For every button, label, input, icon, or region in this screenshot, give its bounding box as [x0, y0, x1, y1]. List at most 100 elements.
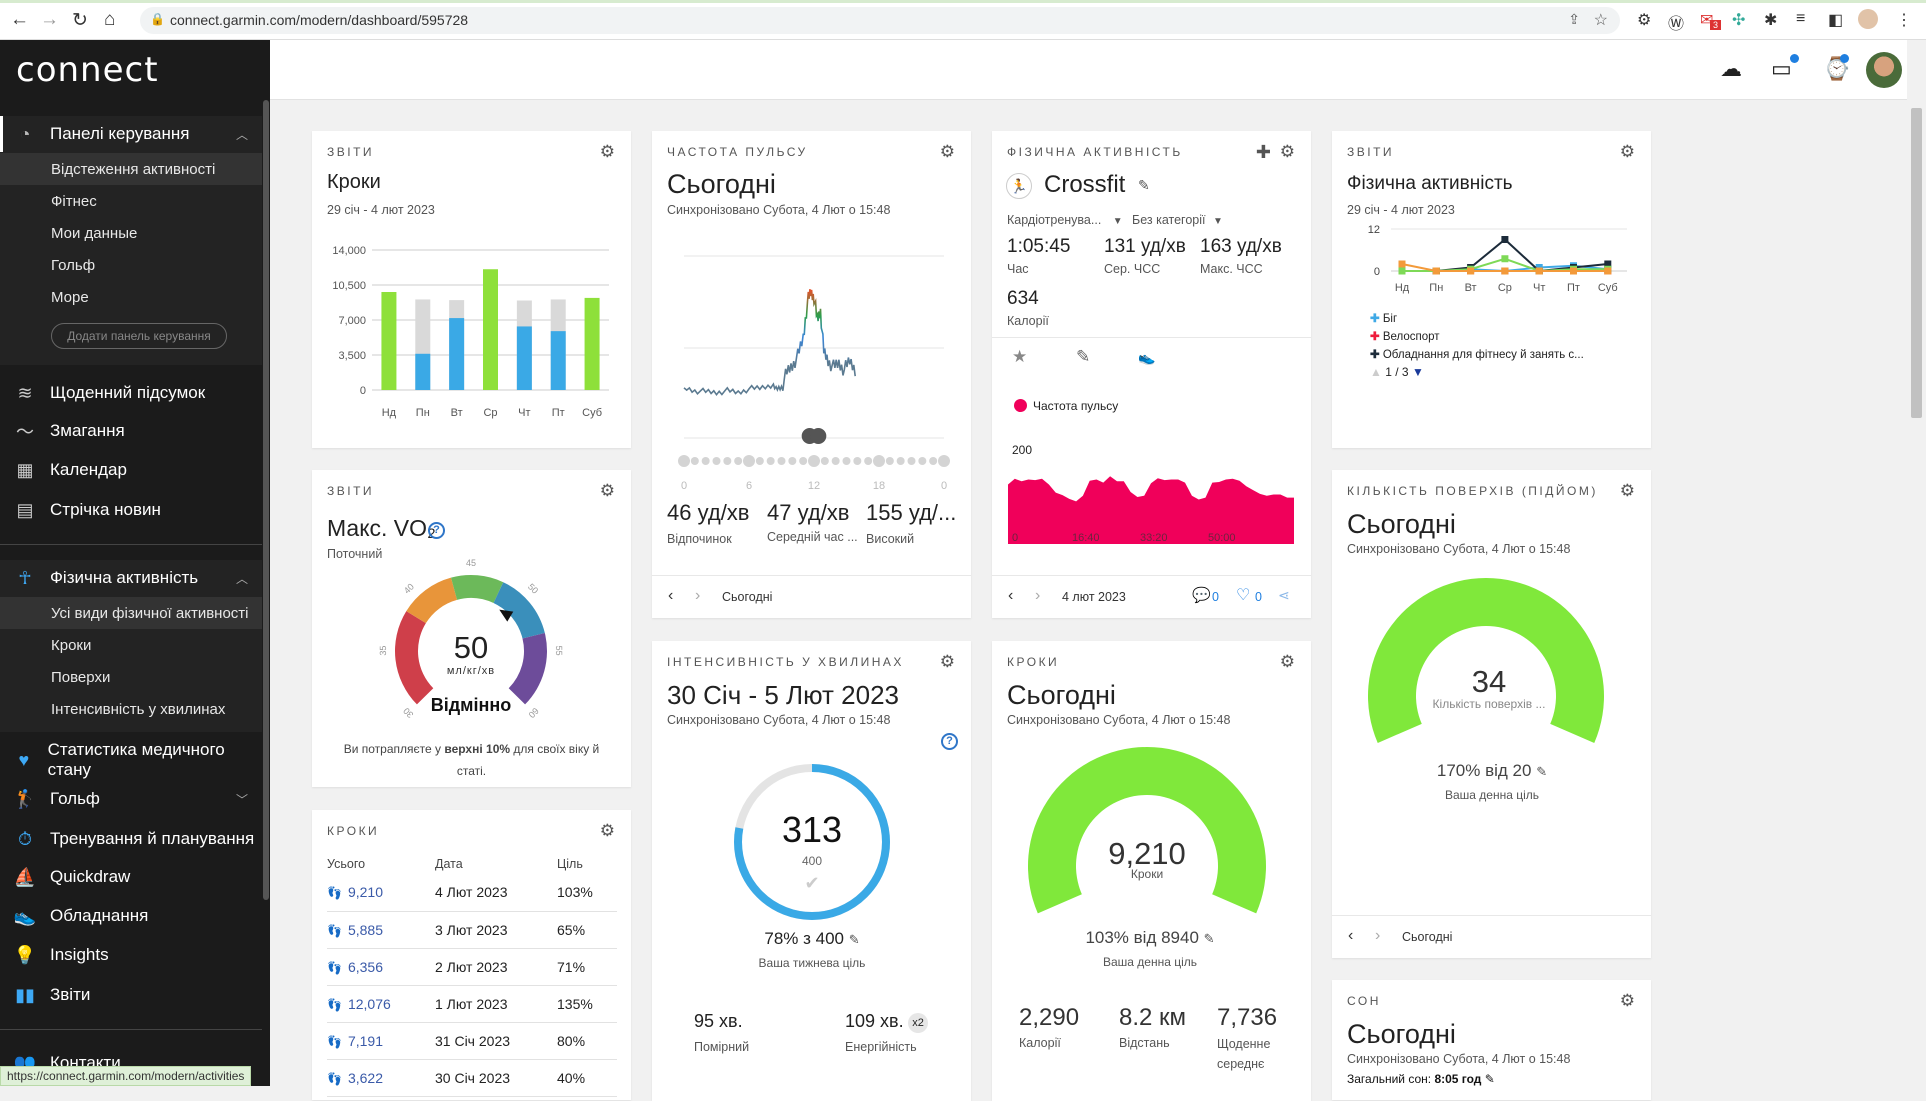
sidebar-item-reports[interactable]: ▮▮ Звіти: [0, 977, 262, 1013]
star-icon[interactable]: ★: [1012, 347, 1028, 366]
connect-logo[interactable]: connect: [16, 50, 159, 90]
gear-icon[interactable]: ⚙: [599, 821, 615, 840]
sidebar-sub-sea[interactable]: Море: [51, 288, 89, 306]
sidebar-item-gear[interactable]: 👟 Обладнання: [0, 898, 262, 934]
legend-item[interactable]: ✚ Біг: [1370, 311, 1584, 329]
legend-item[interactable]: ✚ Велоспорт: [1370, 329, 1584, 347]
gear-icon[interactable]: ⚙: [939, 652, 955, 671]
address-bar[interactable]: 🔒 connect.garmin.com/modern/dashboard/59…: [140, 7, 1620, 34]
chevron-down-icon[interactable]: ﹀: [235, 792, 248, 807]
card-title[interactable]: Сьогодні: [1347, 1019, 1456, 1049]
sidebar-item-activities[interactable]: ☥ Фізична активність ︿: [0, 560, 262, 596]
floors-goal-text[interactable]: 170% від 20 ✎: [1437, 761, 1547, 781]
gear-icon[interactable]: ⚙: [1279, 652, 1295, 671]
sidebar-sub-fitness[interactable]: Фітнес: [51, 192, 97, 210]
edit-pencil-icon[interactable]: ✎: [848, 932, 860, 947]
cloud-upload-icon[interactable]: ☁: [1720, 56, 1742, 81]
share-icon[interactable]: ⇪: [1568, 11, 1580, 27]
gear-icon[interactable]: ⚙: [599, 142, 615, 161]
profile-avatar[interactable]: [1858, 9, 1878, 29]
card-title[interactable]: Сьогодні: [1347, 509, 1456, 539]
activity-category-dropdown[interactable]: Без категорії ▼: [1132, 213, 1223, 227]
gear-icon[interactable]: ⚙: [1619, 142, 1635, 161]
next-arrow-icon[interactable]: ›: [695, 587, 701, 604]
card-title[interactable]: Фізична активність: [1347, 173, 1513, 194]
sidebar-sub-all-activities[interactable]: Усі види фізичної активності: [0, 597, 262, 629]
forward-icon[interactable]: →: [40, 9, 59, 30]
media-list-icon[interactable]: ≡: [1796, 10, 1806, 27]
legend-pager[interactable]: ▲ 1 / 3 ▼: [1370, 365, 1424, 379]
pager-down-icon[interactable]: ▼: [1411, 365, 1424, 379]
inbox-icon[interactable]: ▭: [1771, 56, 1792, 81]
sidebar-sub-golf[interactable]: Гольф: [51, 256, 96, 274]
activity-type-dropdown[interactable]: Кардіотренува... ▼: [1007, 213, 1123, 227]
edit-pencil-icon[interactable]: ✎: [1484, 1072, 1495, 1086]
gear-icon[interactable]: ⚙: [1619, 481, 1635, 500]
steps-link[interactable]: 7,191: [347, 1032, 383, 1049]
total-sleep[interactable]: Загальний сон: 8:05 год ✎: [1347, 1072, 1495, 1086]
puzzle-extensions-icon[interactable]: ✱: [1764, 12, 1778, 29]
activity-name[interactable]: Crossfit: [1044, 171, 1126, 198]
share-icon[interactable]: ⋖: [1278, 587, 1290, 603]
table-row[interactable]: 👣 7,191 31 Січ 2023 80%: [327, 1022, 617, 1060]
sidebar-sub-my-data[interactable]: Мои данные: [51, 224, 138, 242]
sidebar-item-calendar[interactable]: ▦ Календар: [0, 452, 262, 488]
colorful-extension-icon[interactable]: ✣: [1732, 12, 1746, 29]
sidebar-item-insights[interactable]: 💡 Insights: [0, 937, 262, 973]
sidebar-item-quickdraw[interactable]: ⛵ Quickdraw: [0, 859, 262, 895]
card-title[interactable]: Кроки: [327, 171, 381, 193]
sidebar-item-daily-summary[interactable]: ≋ Щоденний підсумок: [0, 375, 262, 411]
edit-pencil-icon[interactable]: ✎: [1536, 764, 1548, 779]
table-row[interactable]: 👣 12,076 1 Лют 2023 135%: [327, 985, 617, 1023]
page-scrollbar[interactable]: [1907, 100, 1926, 1086]
sidebar-item-training[interactable]: ⏱ Тренування й планування: [0, 821, 262, 857]
add-plus-icon[interactable]: ✚: [1255, 142, 1271, 162]
sidebar-sub-activity-tracking[interactable]: Відстеження активності: [0, 153, 262, 185]
legend-item[interactable]: ✚ Обладнання для фітнесу й занять с...: [1370, 347, 1584, 365]
gear-icon[interactable]: ⚙: [1619, 991, 1635, 1010]
w-extension-icon[interactable]: Ⓦ: [1668, 16, 1685, 33]
card-title[interactable]: 30 Січ - 5 Лют 2023: [667, 680, 899, 710]
card-title[interactable]: Макс. VO₂: [327, 515, 436, 541]
next-arrow-icon[interactable]: ›: [1375, 927, 1381, 944]
chevron-up-icon[interactable]: ︿: [235, 571, 248, 586]
prev-arrow-icon[interactable]: ‹: [1008, 587, 1014, 604]
table-row[interactable]: 👣 6,356 2 Лют 2023 71%: [327, 948, 617, 986]
prev-arrow-icon[interactable]: ‹: [668, 587, 674, 604]
prev-arrow-icon[interactable]: ‹: [1348, 927, 1354, 944]
card-title[interactable]: Сьогодні: [667, 169, 776, 199]
table-row[interactable]: 👣 5,885 3 Лют 2023 65%: [327, 911, 617, 949]
sidebar-sub-steps[interactable]: Кроки: [51, 636, 92, 654]
sidebar-item-dashboards[interactable]: ◔ Панелі керування ︿: [0, 116, 262, 152]
table-row[interactable]: 👣 3,622 30 Січ 2023 40%: [327, 1059, 617, 1097]
like-heart-icon[interactable]: ♡: [1236, 587, 1251, 604]
steps-link[interactable]: 9,210: [347, 884, 383, 901]
gear-icon[interactable]: ⚙: [1279, 142, 1295, 161]
sidebar-scrollbar[interactable]: [263, 100, 269, 900]
user-avatar[interactable]: [1866, 52, 1902, 88]
comment-icon[interactable]: 💬: [1192, 587, 1211, 604]
menu-kebab-icon[interactable]: ⋮: [1896, 12, 1912, 29]
scrollbar-thumb[interactable]: [1911, 108, 1922, 418]
bookmark-star-icon[interactable]: ☆: [1593, 12, 1608, 29]
steps-link[interactable]: 6,356: [347, 958, 383, 975]
next-arrow-icon[interactable]: ›: [1035, 587, 1041, 604]
edit-pencil-icon[interactable]: ✎: [1138, 177, 1150, 193]
daily-goal-text[interactable]: 103% від 8940 ✎: [1085, 928, 1214, 948]
edit-note-icon[interactable]: ✎: [1076, 347, 1091, 366]
shoe-gear-icon[interactable]: 👟: [1138, 349, 1156, 365]
sidebar-item-golf[interactable]: 🏌 Гольф ﹀: [0, 781, 262, 817]
card-title[interactable]: Сьогодні: [1007, 680, 1116, 710]
sidebar-sub-floors[interactable]: Поверхи: [51, 668, 111, 686]
sidebar-item-health-stats[interactable]: ♥ Статистика медичного стану: [0, 740, 262, 779]
sidebar-item-newsfeed[interactable]: ▤ Стрічка новин: [0, 492, 262, 528]
steps-link[interactable]: 5,885: [347, 921, 383, 938]
chevron-up-icon[interactable]: ︿: [235, 127, 248, 142]
sidebar-sub-intensity[interactable]: Інтенсивність у хвилинах: [51, 700, 226, 718]
gear-icon[interactable]: ⚙: [599, 481, 615, 500]
reload-icon[interactable]: ↻: [72, 10, 88, 31]
edit-pencil-icon[interactable]: ✎: [1203, 931, 1215, 946]
back-icon[interactable]: ←: [10, 9, 29, 30]
home-icon[interactable]: ⌂: [104, 9, 116, 30]
steps-link[interactable]: 12,076: [347, 995, 391, 1012]
